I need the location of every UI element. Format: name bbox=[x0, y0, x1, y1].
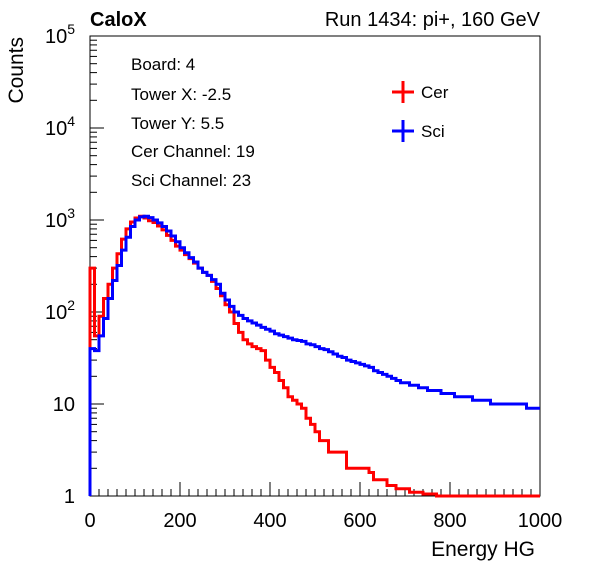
x-tick-label: 0 bbox=[84, 510, 95, 532]
legend-sci-label: Sci bbox=[421, 122, 445, 141]
y-tick-label: 102 bbox=[45, 297, 75, 324]
y-tick-label: 104 bbox=[45, 113, 75, 140]
x-tick-label: 800 bbox=[433, 510, 466, 532]
legend: Cer Sci bbox=[392, 81, 449, 142]
y-tick-label: 1 bbox=[64, 486, 75, 508]
series-cer-line bbox=[88, 214, 540, 498]
x-tick-label: 600 bbox=[343, 510, 376, 532]
series-layer bbox=[88, 214, 540, 498]
info-line-cer-channel: Cer Channel: 19 bbox=[131, 142, 255, 161]
x-tick-label: 1000 bbox=[518, 510, 563, 532]
info-line-board: Board: 4 bbox=[131, 55, 195, 74]
axis-tick-labels: 0 200 400 600 800 1000 1 10 102 103 104 105 bbox=[45, 21, 562, 532]
y-axis-label: Counts bbox=[5, 37, 28, 104]
legend-entry-sci: Sci bbox=[392, 120, 445, 142]
info-line-sci-channel: Sci Channel: 23 bbox=[131, 171, 251, 190]
info-line-tower-y: Tower Y: 5.5 bbox=[131, 114, 224, 133]
header-right-label: Run 1434: pi+, 160 GeV bbox=[325, 9, 541, 31]
legend-cer-label: Cer bbox=[421, 83, 449, 102]
x-tick-label: 400 bbox=[253, 510, 286, 532]
info-box: Board: 4 Tower X: -2.5 Tower Y: 5.5 Cer … bbox=[131, 55, 255, 190]
y-tick-label: 103 bbox=[45, 205, 75, 232]
y-tick-label: 105 bbox=[45, 21, 75, 48]
header-left-label: CaloX bbox=[90, 9, 147, 31]
x-tick-label: 200 bbox=[163, 510, 196, 532]
x-axis-label: Energy HG bbox=[431, 538, 535, 561]
y-tick-label: 10 bbox=[53, 394, 75, 416]
info-line-tower-x: Tower X: -2.5 bbox=[131, 85, 231, 104]
series-sci-line bbox=[88, 214, 540, 496]
legend-entry-cer: Cer bbox=[392, 81, 449, 103]
